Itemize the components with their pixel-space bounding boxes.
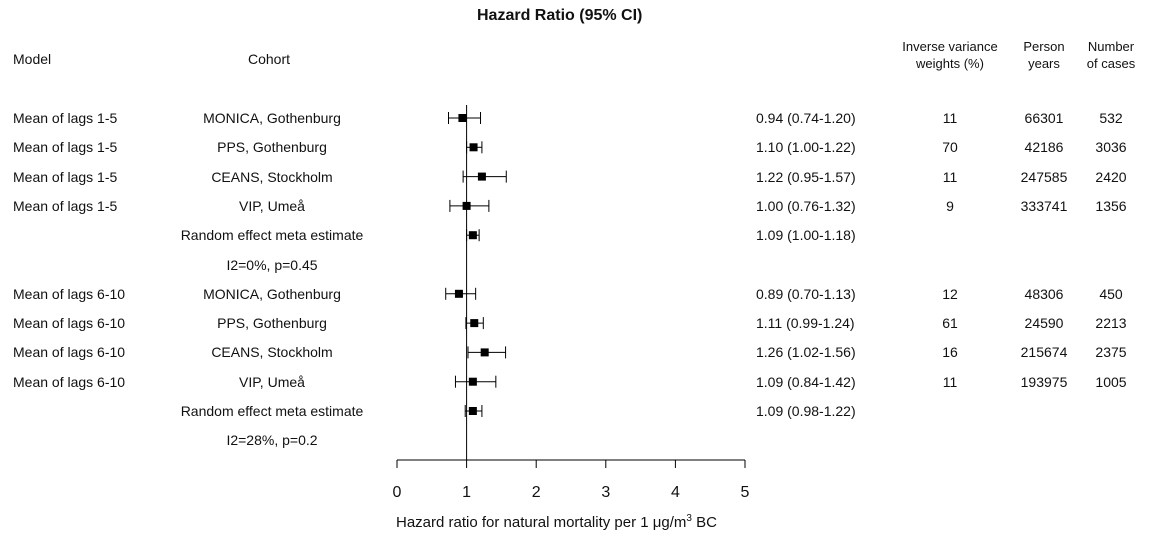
row-ci-text: 1.26 (1.02-1.56) xyxy=(756,344,856,361)
x-tick-label: 0 xyxy=(393,484,402,501)
row-person-years: 333741 xyxy=(1020,197,1068,214)
row-ci-text: 1.11 (0.99-1.24) xyxy=(756,315,855,332)
row-cases: 3036 xyxy=(1095,139,1127,156)
point-estimate-marker xyxy=(454,289,463,298)
row-cases: 2375 xyxy=(1095,344,1127,361)
point-estimate-marker xyxy=(480,348,489,357)
row-person-years: 42186 xyxy=(1024,139,1064,156)
cohort-column-header: Cohort xyxy=(248,51,291,67)
x-tick-label: 4 xyxy=(671,484,680,501)
model-column-header: Model xyxy=(13,51,52,67)
row-weight: 11 xyxy=(942,373,958,390)
row-weight: 12 xyxy=(942,285,958,302)
person-years-header-line1: Person xyxy=(1023,39,1065,54)
x-axis-label-suffix: BC xyxy=(691,514,717,531)
x-tick-label: 3 xyxy=(601,484,610,501)
row-ci-text: 1.09 (1.00-1.18) xyxy=(756,227,856,244)
row-cases: 532 xyxy=(1099,110,1123,126)
row-ci-text: 1.09 (0.84-1.42) xyxy=(756,373,856,390)
x-tick-label: 1 xyxy=(462,484,471,501)
row-person-years: 193975 xyxy=(1020,373,1068,390)
row-cohort: MONICA, Gothenburg xyxy=(203,285,341,302)
row-cases: 2420 xyxy=(1095,168,1127,185)
row-person-years: 247585 xyxy=(1020,168,1068,185)
row-cohort: Random effect meta estimate xyxy=(180,403,364,419)
row-weight: 11 xyxy=(942,110,958,126)
row-person-years: 24590 xyxy=(1024,315,1064,332)
row-ci-text: 0.89 (0.70-1.13) xyxy=(756,285,856,302)
point-estimate-marker xyxy=(468,407,477,415)
weights-header-line1: Inverse variance xyxy=(902,39,998,54)
x-tick-label: 5 xyxy=(741,484,750,501)
row-model: Mean of lags 1-5 xyxy=(13,110,118,126)
row-person-years: 66301 xyxy=(1024,110,1064,126)
row-cohort: I2=28%, p=0.2 xyxy=(226,432,318,449)
row-model: Mean of lags 6-10 xyxy=(13,373,126,390)
row-cases: 1356 xyxy=(1095,197,1127,214)
row-cohort: CEANS, Stockholm xyxy=(211,344,333,361)
row-weight: 61 xyxy=(942,315,958,332)
row-weight: 70 xyxy=(942,139,958,156)
cases-column-header: Number of cases xyxy=(1076,38,1146,72)
row-model: Mean of lags 1-5 xyxy=(13,168,118,185)
person-years-header-line2: years xyxy=(1028,56,1060,71)
point-estimate-marker xyxy=(468,231,477,240)
row-model: Mean of lags 6-10 xyxy=(13,285,126,302)
row-model: Mean of lags 6-10 xyxy=(13,344,126,361)
row-person-years: 215674 xyxy=(1020,344,1068,361)
cases-header-line1: Number xyxy=(1087,39,1135,54)
row-cohort: VIP, Umeå xyxy=(239,373,305,390)
row-weight: 9 xyxy=(946,197,954,214)
point-estimate-marker xyxy=(470,319,479,328)
row-cohort: PPS, Gothenburg xyxy=(217,139,327,156)
row-ci-text: 1.22 (0.95-1.57) xyxy=(756,168,856,185)
point-estimate-marker xyxy=(477,172,486,181)
point-estimate-marker xyxy=(468,377,477,386)
row-ci-text: 1.00 (0.76-1.32) xyxy=(756,197,856,214)
person-years-column-header: Person years xyxy=(1016,38,1072,72)
row-ci-text: 1.10 (1.00-1.22) xyxy=(756,139,856,156)
row-weight: 16 xyxy=(942,344,958,361)
row-cases: 1005 xyxy=(1095,373,1127,390)
row-cases: 2213 xyxy=(1095,315,1127,332)
x-tick-label: 2 xyxy=(532,484,541,501)
row-model: Mean of lags 1-5 xyxy=(13,139,118,156)
x-axis-label-text: Hazard ratio for natural mortality per 1… xyxy=(396,514,687,531)
row-cohort: VIP, Umeå xyxy=(239,197,305,214)
row-cohort: MONICA, Gothenburg xyxy=(203,110,341,126)
point-estimate-marker xyxy=(458,114,467,122)
row-model: Mean of lags 1-5 xyxy=(13,197,118,214)
x-axis-label-superscript: 3 xyxy=(686,513,692,524)
row-weight: 11 xyxy=(942,168,958,185)
row-ci-text: 1.09 (0.98-1.22) xyxy=(756,403,856,419)
row-ci-text: 0.94 (0.74-1.20) xyxy=(756,110,856,126)
row-cohort: PPS, Gothenburg xyxy=(217,315,327,332)
row-cohort: Random effect meta estimate xyxy=(180,227,364,244)
weights-header-line2: weights (%) xyxy=(916,56,984,71)
weights-column-header: Inverse variance weights (%) xyxy=(885,38,1015,72)
row-cohort: I2=0%, p=0.45 xyxy=(226,256,318,273)
point-estimate-marker xyxy=(469,143,478,152)
row-model: Mean of lags 6-10 xyxy=(13,315,126,332)
x-axis-label: Hazard ratio for natural mortality per 1… xyxy=(396,513,717,531)
row-person-years: 48306 xyxy=(1024,285,1064,302)
row-cohort: CEANS, Stockholm xyxy=(211,168,333,185)
row-cases: 450 xyxy=(1099,285,1123,302)
chart-title: Hazard Ratio (95% CI) xyxy=(477,7,643,24)
cases-header-line2: of cases xyxy=(1086,56,1136,71)
